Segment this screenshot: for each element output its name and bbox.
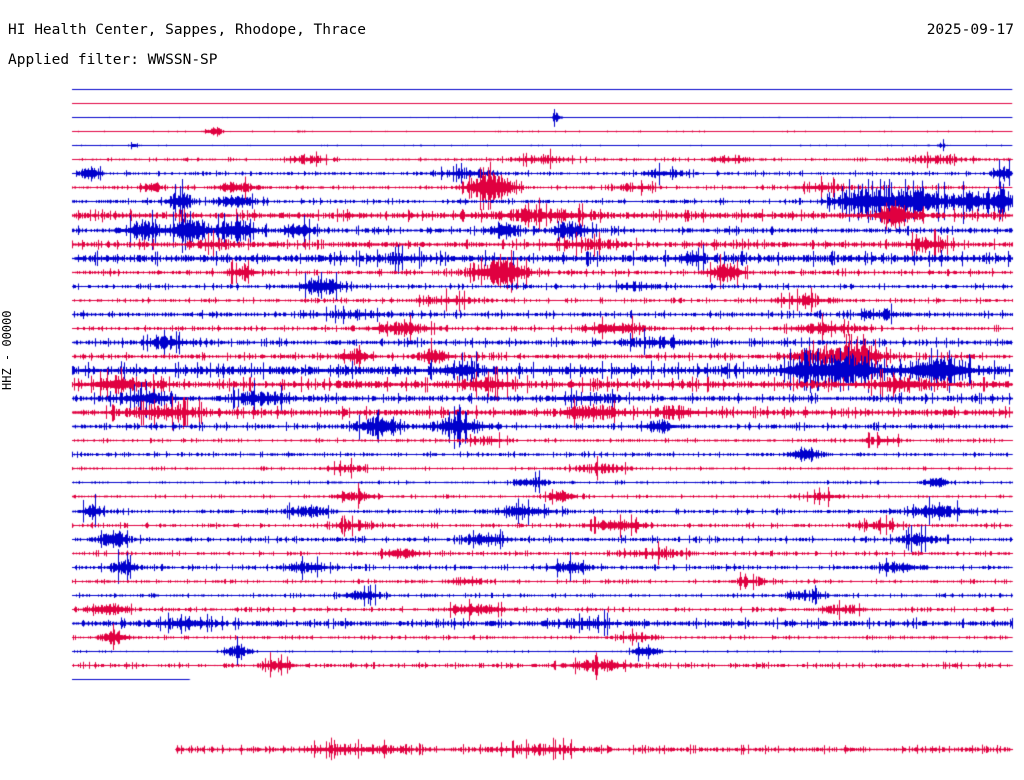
applied-filter-label: Applied filter: WWSSN-SP xyxy=(8,52,218,68)
page-title: HI Health Center, Sappes, Rhodope, Thrac… xyxy=(8,22,366,38)
record-date: 2025-09-17 xyxy=(926,22,1014,38)
time-axis: 00:0000:3001:0001:3002:0002:3003:0003:30… xyxy=(0,78,68,780)
chart-header: HI Health Center, Sappes, Rhodope, Thrac… xyxy=(0,0,1024,78)
